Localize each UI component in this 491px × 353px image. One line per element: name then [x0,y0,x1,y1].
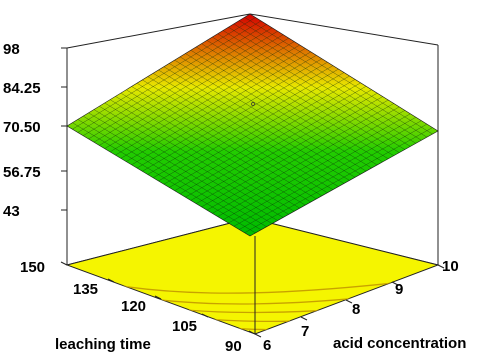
y-tick-label: 105 [172,318,197,335]
mesh-line [190,50,378,166]
mesh-line [244,17,433,135]
mesh-line [222,113,411,221]
mesh-line [196,96,383,204]
x-tick-label: 7 [301,323,309,340]
x-tick-mark [300,316,308,321]
mesh-line [190,92,378,201]
mesh-line [201,43,389,159]
mesh-line [179,56,367,172]
y-tick-mark [201,313,209,318]
x-tick-mark [391,281,399,286]
x-axis [254,264,445,338]
mesh-line [206,103,394,211]
y-tick-mark [248,330,256,335]
z-tick-label: 43 [3,203,20,220]
mesh-line [228,117,416,224]
z-tick-label: 56.75 [3,164,41,181]
z-axis [61,47,67,211]
mesh-line [217,33,405,150]
x-tick-label: 6 [263,337,271,353]
x-tick-label: 9 [395,281,403,298]
mesh-line [179,86,367,195]
mesh-line [239,20,428,138]
x-tick-mark [437,264,445,269]
x-tick-label: 10 [442,258,459,275]
mesh-line [196,46,383,163]
design-center-point [251,102,255,106]
mesh-line [174,59,361,175]
y-axis-title: leaching time [55,336,151,353]
y-tick-label: 120 [121,298,146,315]
mesh-line [212,106,400,214]
mesh-line [174,82,361,191]
mesh-line [239,123,428,230]
mesh-line [206,40,394,156]
y-tick-mark [60,261,68,266]
mesh-line [185,89,372,198]
mesh-line [163,66,350,181]
y-tick-mark [107,278,115,283]
mesh-line [233,23,422,141]
mesh-line [222,30,411,147]
mesh-line [217,110,405,217]
y-tick-label: 90 [225,338,242,353]
mesh-line [228,26,417,144]
mesh-line [169,79,356,188]
x-tick-mark [254,333,262,338]
mesh-line [163,75,350,185]
x-tick-label: 8 [352,301,360,318]
x-tick-mark [345,299,353,304]
mesh-line [244,127,433,233]
floor-projection [65,217,440,335]
y-tick-mark [154,295,162,300]
y-tick-label: 135 [73,281,98,298]
z-tick-label: 84.25 [3,80,41,97]
top-right-edge [249,13,439,46]
mesh-line [185,53,372,169]
z-tick-label: 98 [3,41,20,58]
surface-mesh [72,17,433,234]
mesh-line [233,120,422,227]
mesh-line [212,36,400,153]
z-tick-label: 70.50 [3,119,41,136]
y-tick-label: 150 [20,259,45,276]
mesh-line [201,99,389,208]
mesh-line [158,72,345,182]
y-axis [60,261,256,335]
x-axis-title: acid concentration [333,335,466,352]
mesh-line [169,63,356,178]
top-left-edge [66,13,251,49]
response-surface [66,13,439,237]
